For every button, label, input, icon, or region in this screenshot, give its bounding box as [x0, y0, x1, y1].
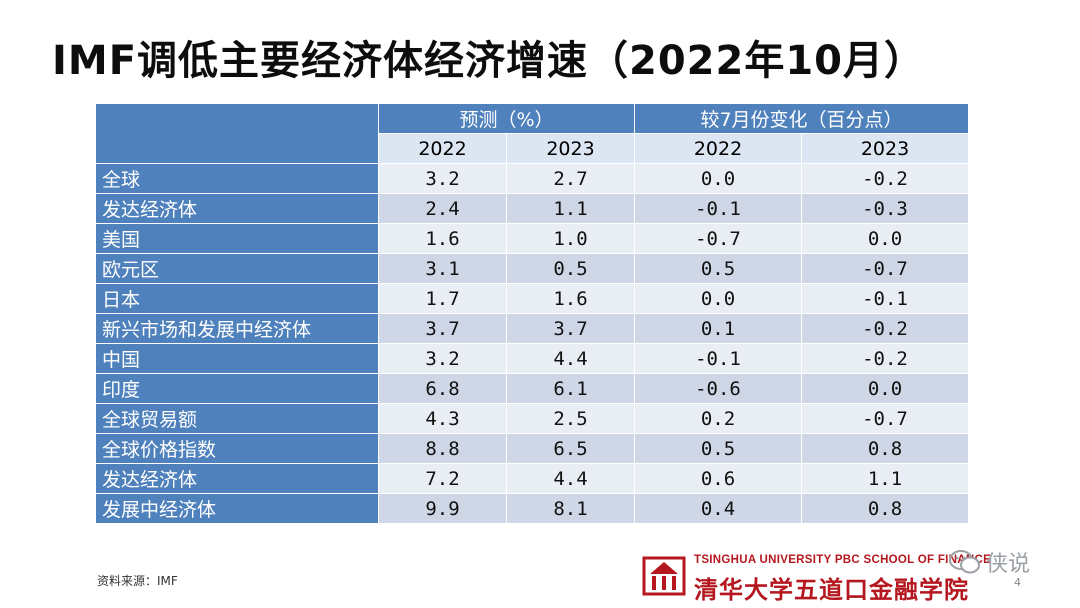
- value-cell: -0.1: [801, 283, 969, 314]
- row-label: 全球贸易额: [95, 403, 379, 434]
- year-header-row: 2022 2023 2022 2023: [96, 133, 969, 164]
- row-label: 全球: [95, 163, 379, 194]
- value-cell: 6.8: [378, 373, 507, 404]
- value-cell: 2.5: [506, 403, 635, 434]
- value-cell: -0.1: [634, 343, 802, 374]
- value-cell: 3.2: [378, 343, 507, 374]
- value-cell: 6.1: [506, 373, 635, 404]
- watermark-text: 侠说: [986, 552, 1031, 577]
- value-cell: 4.3: [378, 403, 507, 434]
- value-cell: 0.5: [634, 433, 802, 464]
- row-label: 日本: [95, 283, 379, 314]
- value-cell: 8.8: [378, 433, 507, 464]
- table-row: 美国 1.6 1.0 -0.7 0.0: [95, 223, 969, 254]
- value-cell: 3.7: [506, 313, 635, 344]
- row-label: 全球价格指数: [95, 433, 379, 464]
- row-label: 欧元区: [95, 253, 379, 284]
- value-cell: 0.0: [801, 373, 969, 404]
- table-row: 全球价格指数 8.8 6.5 0.5 0.8: [95, 433, 969, 464]
- forecast-table: 预测（%） 较7月份变化（百分点） 2022 2023 2022 2023 全球…: [95, 103, 969, 524]
- institution-logo: TSINGHUA UNIVERSITY PBC SCHOOL OF FINANC…: [642, 552, 1022, 604]
- row-label: 发达经济体: [95, 193, 379, 224]
- value-cell: 0.0: [634, 283, 802, 314]
- tsinghua-pbcsf-logo-icon: [642, 556, 686, 596]
- value-cell: -0.1: [634, 193, 802, 224]
- value-cell: 1.1: [506, 193, 635, 224]
- row-label: 印度: [95, 373, 379, 404]
- value-cell: 4.4: [506, 343, 635, 374]
- wechat-icon: [949, 550, 980, 574]
- year-header: 2023: [801, 133, 969, 164]
- row-label: 发展中经济体: [95, 493, 379, 524]
- change-group-header: 较7月份变化（百分点）: [634, 103, 969, 134]
- value-cell: 3.1: [378, 253, 507, 284]
- value-cell: 9.9: [378, 493, 507, 524]
- value-cell: 1.7: [378, 283, 507, 314]
- source-note: 资料来源：IMF: [97, 574, 178, 588]
- value-cell: 4.4: [506, 463, 635, 494]
- value-cell: 0.6: [634, 463, 802, 494]
- value-cell: 0.8: [801, 433, 969, 464]
- row-label: 发达经济体: [95, 463, 379, 494]
- value-cell: 0.0: [634, 163, 802, 194]
- value-cell: 0.1: [634, 313, 802, 344]
- value-cell: 0.8: [801, 493, 969, 524]
- group-header-row: 预测（%） 较7月份变化（百分点）: [95, 103, 969, 164]
- value-cell: 8.1: [506, 493, 635, 524]
- value-cell: -0.2: [801, 313, 969, 344]
- year-header: 2022: [634, 133, 802, 164]
- table-corner-cell: [95, 103, 379, 164]
- value-cell: 1.1: [801, 463, 969, 494]
- row-label: 新兴市场和发展中经济体: [95, 313, 379, 344]
- table-row: 新兴市场和发展中经济体 3.7 3.7 0.1 -0.2: [95, 313, 969, 344]
- value-cell: 0.5: [634, 253, 802, 284]
- value-cell: -0.7: [801, 403, 969, 434]
- watermark: 侠说: [948, 546, 1030, 578]
- value-cell: 0.4: [634, 493, 802, 524]
- value-cell: -0.7: [634, 223, 802, 254]
- year-header: 2022: [378, 133, 507, 164]
- table-row: 印度 6.8 6.1 -0.6 0.0: [95, 373, 969, 404]
- table-row: 中国 3.2 4.4 -0.1 -0.2: [95, 343, 969, 374]
- value-cell: 7.2: [378, 463, 507, 494]
- table-row: 全球贸易额 4.3 2.5 0.2 -0.7: [95, 403, 969, 434]
- value-cell: 1.0: [506, 223, 635, 254]
- value-cell: 2.4: [378, 193, 507, 224]
- value-cell: -0.2: [801, 343, 969, 374]
- page-number: 4: [1014, 576, 1021, 589]
- table-row: 全球 3.2 2.7 0.0 -0.2: [95, 163, 969, 194]
- page-title: IMF调低主要经济体经济增速（2022年10月）: [52, 38, 926, 84]
- value-cell: 6.5: [506, 433, 635, 464]
- value-cell: 3.2: [378, 163, 507, 194]
- value-cell: 0.0: [801, 223, 969, 254]
- value-cell: 1.6: [378, 223, 507, 254]
- value-cell: 2.7: [506, 163, 635, 194]
- value-cell: -0.2: [801, 163, 969, 194]
- logo-chinese-name: 清华大学五道口金融学院: [694, 576, 969, 604]
- value-cell: -0.3: [801, 193, 969, 224]
- logo-english-name: TSINGHUA UNIVERSITY PBC SCHOOL OF FINANC…: [694, 554, 992, 566]
- table-row: 日本 1.7 1.6 0.0 -0.1: [95, 283, 969, 314]
- row-label: 中国: [95, 343, 379, 374]
- value-cell: -0.7: [801, 253, 969, 284]
- table-row: 发展中经济体 9.9 8.1 0.4 0.8: [95, 493, 969, 524]
- row-label: 美国: [95, 223, 379, 254]
- year-header: 2023: [506, 133, 635, 164]
- value-cell: -0.6: [634, 373, 802, 404]
- table-row: 发达经济体 2.4 1.1 -0.1 -0.3: [95, 193, 969, 224]
- forecast-group-header: 预测（%）: [378, 103, 635, 134]
- table-row: 欧元区 3.1 0.5 0.5 -0.7: [95, 253, 969, 284]
- table-row: 发达经济体 7.2 4.4 0.6 1.1: [95, 463, 969, 494]
- value-cell: 3.7: [378, 313, 507, 344]
- value-cell: 0.2: [634, 403, 802, 434]
- value-cell: 0.5: [506, 253, 635, 284]
- value-cell: 1.6: [506, 283, 635, 314]
